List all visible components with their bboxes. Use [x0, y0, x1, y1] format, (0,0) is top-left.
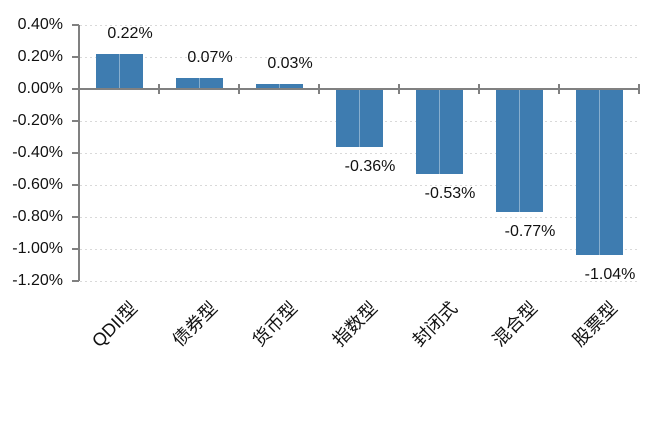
category-tick: [638, 84, 640, 94]
y-axis-label: -0.60%: [12, 176, 63, 193]
category-tick: [158, 84, 160, 94]
y-axis-label: 0.40%: [17, 16, 63, 33]
gridline: [80, 25, 639, 26]
gridline: [80, 249, 639, 250]
y-axis-tick: [72, 248, 79, 250]
category-tick: [398, 84, 400, 94]
x-axis-line: [78, 88, 639, 90]
bar: [575, 89, 623, 256]
category-tick: [238, 84, 240, 94]
data-label: 0.22%: [107, 24, 153, 42]
bar: [495, 89, 543, 213]
category-tick: [78, 84, 80, 94]
y-axis-label: 0.00%: [17, 80, 63, 97]
data-label: -0.53%: [424, 184, 476, 202]
y-axis-label: -1.20%: [12, 272, 63, 289]
gridline: [80, 153, 639, 154]
category-tick: [478, 84, 480, 94]
gridline: [80, 57, 639, 58]
bar: [335, 89, 383, 147]
bar: [95, 53, 143, 89]
category-tick: [558, 84, 560, 94]
bar: [175, 77, 223, 89]
y-axis-label: -1.00%: [12, 240, 63, 257]
y-axis-tick: [72, 152, 79, 154]
y-axis-label: 0.20%: [17, 48, 63, 65]
gridline: [80, 217, 639, 218]
gridline: [80, 281, 639, 282]
y-axis-tick: [72, 280, 79, 282]
data-label: -0.36%: [344, 157, 396, 175]
y-axis-tick: [72, 216, 79, 218]
y-axis-label: -0.80%: [12, 208, 63, 225]
bar-center-highlight: [279, 84, 280, 89]
y-axis-tick: [72, 24, 79, 26]
data-label: -1.04%: [584, 266, 636, 284]
y-axis-label: -0.40%: [12, 144, 63, 161]
bar-center-highlight: [119, 53, 120, 89]
data-label: -0.77%: [504, 223, 556, 241]
data-label: 0.03%: [267, 55, 313, 73]
y-axis-tick: [72, 56, 79, 58]
y-axis-line: [78, 25, 80, 281]
bar-center-highlight: [439, 89, 440, 174]
data-label: 0.07%: [187, 48, 233, 66]
bar-center-highlight: [359, 89, 360, 147]
category-tick: [318, 84, 320, 94]
gridline: [80, 185, 639, 186]
y-axis-tick: [72, 184, 79, 186]
bar-center-highlight: [519, 89, 520, 213]
y-axis-tick: [72, 120, 79, 122]
y-axis-tick: [72, 88, 79, 90]
bar-center-highlight: [199, 77, 200, 89]
bar: [255, 84, 303, 89]
bar: [415, 89, 463, 174]
y-axis-label: -0.20%: [12, 112, 63, 129]
bar-center-highlight: [599, 89, 600, 256]
